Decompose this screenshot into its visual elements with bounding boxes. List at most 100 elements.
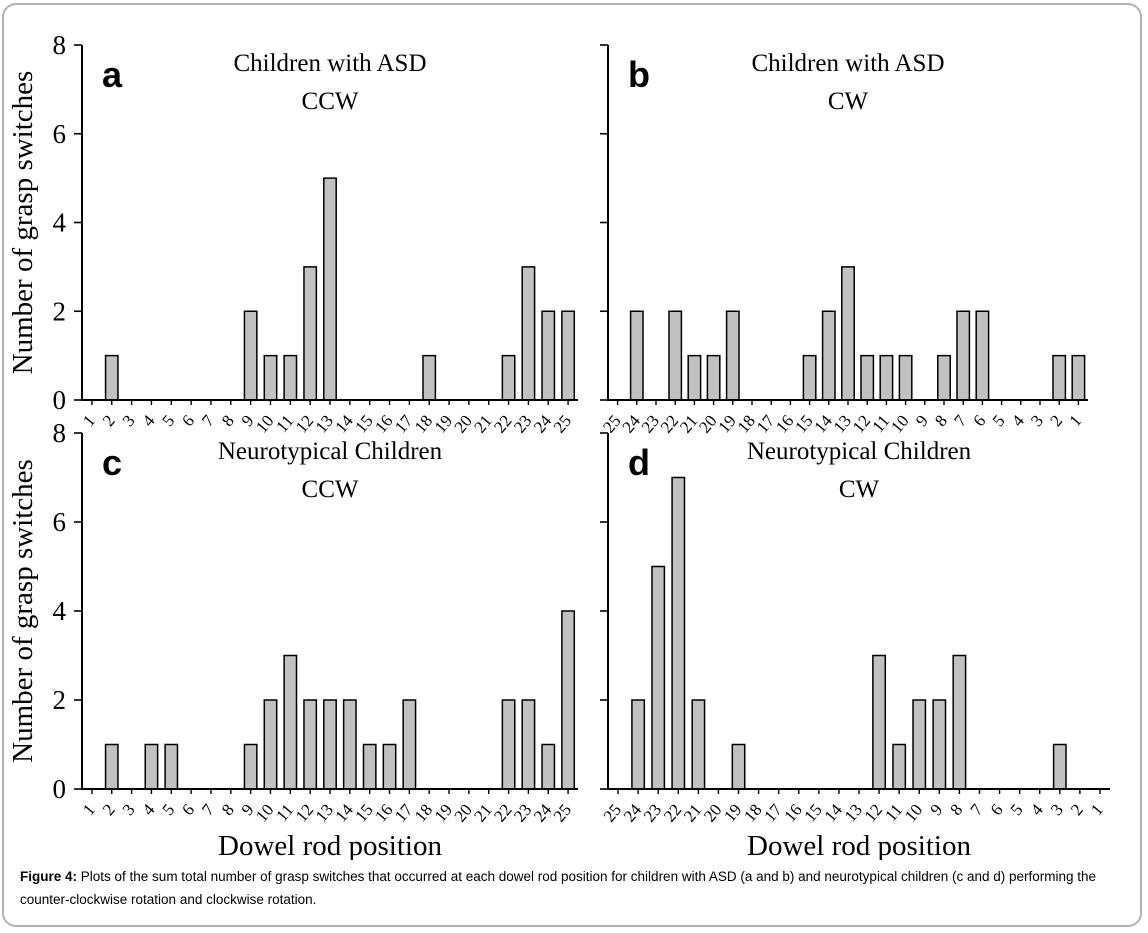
x-tick-label: 3 [1027,411,1047,430]
bar [731,743,746,790]
x-tick-label: 9 [926,800,946,819]
bar [283,354,298,401]
x-tick-label: 4 [138,411,158,430]
x-tick-label: 6 [987,800,1007,819]
y-tick-label: 0 [53,774,67,804]
x-tick-label: 5 [158,800,178,819]
bar [243,743,258,790]
bar [706,354,721,401]
bar [521,699,536,790]
panel-title: Children with ASD [751,50,944,77]
bar [841,266,855,401]
bar [651,565,666,790]
bar [263,699,278,790]
x-tick-label: 10 [887,411,912,436]
x-tick-label: 4 [1027,800,1047,819]
figure-caption-label: Figure 4: [20,869,78,884]
panel-title: Neurotypical Children [218,438,443,465]
bar [1071,354,1086,401]
bar [1052,354,1067,401]
bar [283,654,298,790]
bar [872,654,887,790]
bar [956,310,971,401]
y-tick-label: 4 [53,596,67,626]
y-tick-label: 6 [53,119,67,149]
x-tick-label: 6 [969,411,989,430]
bar [725,310,740,401]
bar [671,476,686,790]
y-axis-title: Number of grasp switches [7,459,39,763]
x-tick-label: 4 [138,800,158,819]
y-tick-label: 2 [53,685,67,715]
x-tick-label: 10 [901,800,926,825]
x-tick-label: 3 [119,411,139,430]
y-axis-title: Number of grasp switches [7,71,39,375]
x-tick-label: 1 [1087,800,1107,819]
x-tick-label: 9 [912,411,932,430]
bar [382,743,397,790]
bar [932,699,947,790]
bar [323,699,337,790]
y-tick-label: 4 [53,208,67,238]
bar [243,310,258,401]
x-tick-label: 7 [950,411,970,430]
bar [402,699,417,790]
panel-letter: d [628,442,650,483]
bar [898,354,913,401]
bar [104,354,119,401]
bar [668,310,683,401]
bar [104,743,119,790]
y-tick-label: 6 [53,507,67,537]
panel-subtitle: CCW [302,476,359,503]
x-tick-label: 25 [550,800,575,825]
x-tick-label: 3 [119,800,139,819]
y-tick-label: 2 [53,296,67,326]
bar [164,743,179,790]
x-tick-label: 5 [158,411,178,430]
x-tick-label: 3 [1047,800,1067,819]
bar [860,354,875,401]
bar [937,354,951,401]
x-tick-label: 1 [79,800,99,819]
bar [952,654,967,790]
bar [263,354,278,401]
bar [629,310,644,401]
panel-title: Neurotypical Children [747,438,972,465]
bar [501,699,516,790]
x-tick-label: 25 [550,411,575,436]
x-tick-label: 5 [1007,800,1027,819]
y-tick-label: 8 [53,418,67,448]
bar [362,743,377,790]
panel-letter: b [628,54,650,95]
x-tick-label: 6 [178,411,198,430]
x-tick-label: 5 [989,411,1009,430]
figure-caption-text: Plots of the sum total number of grasp s… [20,869,1097,907]
x-tick-label: 2 [1067,800,1087,819]
x-tick-label: 8 [218,800,238,819]
panel-subtitle: CCW [302,88,359,115]
bar [541,310,556,401]
bar [303,699,318,790]
bar [323,177,337,401]
x-tick-label: 1 [79,411,99,430]
x-axis-title: Dowel rod position [218,830,442,860]
y-tick-label: 8 [53,30,67,60]
bar [303,266,318,401]
x-tick-label: 7 [967,800,987,819]
panel-subtitle: CW [839,476,880,503]
x-tick-label: 1 [1065,411,1085,430]
bar [912,699,927,790]
bar [144,743,159,790]
bar [892,743,907,790]
bar [422,354,437,401]
x-tick-label: 7 [198,411,218,430]
panel-title: Children with ASD [233,50,426,77]
y-tick-label: 0 [53,385,67,415]
panel-letter: c [102,442,122,483]
x-axis-title: Dowel rod position [747,830,971,860]
